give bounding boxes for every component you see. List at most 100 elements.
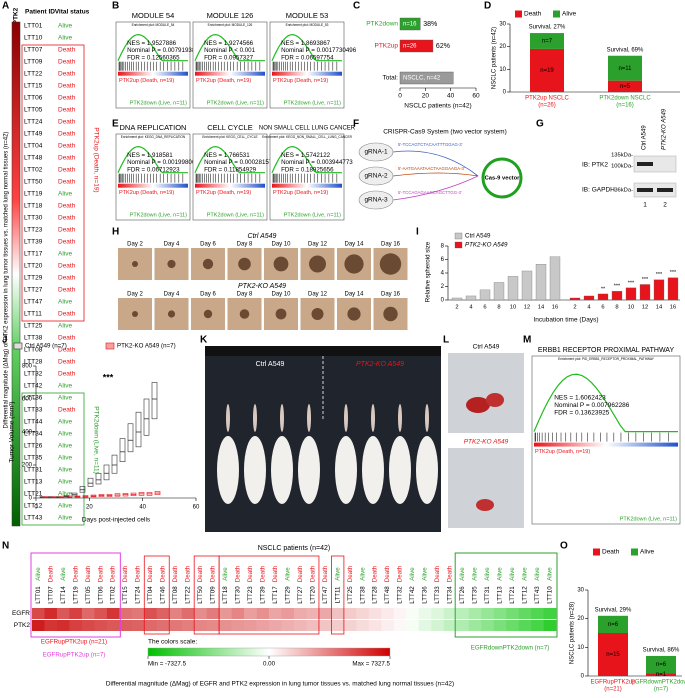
tick-label: 0 bbox=[503, 90, 507, 96]
heat-cell bbox=[518, 608, 532, 619]
tick-label: 0 bbox=[29, 496, 33, 502]
diagram-title: CRISPR-Cas9 System (two vector system) bbox=[383, 129, 507, 136]
vital-status: Alive bbox=[58, 323, 72, 330]
day-label: Day 16 bbox=[381, 242, 401, 248]
spheroid bbox=[238, 257, 251, 271]
significance: *** bbox=[642, 277, 649, 283]
heat-cell bbox=[231, 608, 245, 619]
heat-cell bbox=[468, 608, 482, 619]
scale-label: Max = 7327.5 bbox=[352, 661, 390, 668]
tick-label: 6 bbox=[483, 305, 486, 311]
heat-cell bbox=[32, 608, 45, 619]
box bbox=[87, 477, 94, 487]
patient-id: LTT11 bbox=[24, 311, 42, 318]
enrichment-curve bbox=[271, 146, 342, 174]
band bbox=[657, 188, 673, 192]
patient-id: LTT15 bbox=[24, 83, 43, 90]
patient-id: LTT13 bbox=[24, 479, 43, 486]
value-label: n=26 bbox=[403, 44, 417, 50]
heat-cell bbox=[456, 620, 469, 631]
value-label: n=16 bbox=[403, 22, 417, 28]
tick-label: 2 bbox=[455, 305, 458, 311]
blot bbox=[633, 155, 677, 173]
bar-segment bbox=[608, 55, 642, 81]
tick-label: 800 bbox=[22, 364, 33, 370]
vital-status: Death bbox=[322, 565, 329, 582]
day-label: Day 16 bbox=[381, 292, 401, 298]
rank-bar bbox=[118, 71, 188, 76]
patient-id: LTT24 bbox=[24, 119, 43, 126]
bar-segment bbox=[598, 633, 628, 676]
p-value: Nominal P = 0.007962286 bbox=[554, 402, 630, 409]
bar bbox=[399, 17, 421, 31]
vital-status: Alive bbox=[222, 567, 229, 581]
box bbox=[111, 454, 118, 474]
vital-status: Death bbox=[58, 227, 76, 234]
tick-label: 12 bbox=[524, 305, 530, 311]
mouse bbox=[298, 436, 320, 504]
vital-status: Alive bbox=[546, 567, 553, 581]
patient-id: LTT20 bbox=[24, 263, 43, 270]
day-label: Day 12 bbox=[308, 292, 328, 298]
heat-cell bbox=[69, 608, 83, 619]
enrichment-curve bbox=[194, 34, 265, 62]
patient-id: LTT48 bbox=[384, 586, 391, 604]
heat-cell bbox=[331, 620, 345, 631]
heat-cell bbox=[32, 620, 45, 631]
tick-label: 10 bbox=[510, 305, 516, 311]
band bbox=[637, 188, 653, 192]
axis-label: Days post-injected cells bbox=[82, 517, 151, 524]
group-label: PTK2down (Live, n=11) bbox=[284, 212, 341, 218]
category-label: EGFRupPTK2up bbox=[590, 680, 636, 686]
plot-subtitle: Enrichment plot: KEGG_DNA_REPLICATION bbox=[121, 135, 186, 139]
patient-id: LTT10 bbox=[24, 35, 43, 42]
value-label: NSCLC, n=42 bbox=[403, 76, 441, 82]
tick-label: 12 bbox=[642, 305, 648, 311]
significance: *** bbox=[670, 270, 677, 276]
heat-cell bbox=[431, 620, 445, 631]
plot-subtitle: Enrichment plot: MODULE_54 bbox=[132, 23, 175, 27]
sequence: 5'-AATGAAATAACTAAGGAAGA-3' bbox=[398, 166, 465, 171]
spheroid bbox=[309, 255, 326, 273]
significance: *** bbox=[628, 280, 635, 286]
survival-label: Survival, 69% bbox=[607, 47, 644, 53]
heat-cell bbox=[443, 620, 457, 631]
bar-segment bbox=[646, 673, 676, 676]
heat-cell bbox=[393, 620, 407, 631]
bar bbox=[597, 293, 609, 301]
heat-cell bbox=[256, 620, 270, 631]
tick-label: 40 bbox=[139, 505, 146, 511]
vital-status: Alive bbox=[58, 419, 72, 426]
vital-status: Death bbox=[58, 239, 76, 246]
survival-label: Survival, 86% bbox=[643, 648, 680, 654]
bar bbox=[399, 39, 434, 53]
blot-label: IB: PTK2 bbox=[582, 162, 608, 169]
heat-cell bbox=[81, 608, 95, 619]
mouse-tail bbox=[307, 404, 311, 432]
vital-status: Alive bbox=[58, 515, 72, 522]
mouse bbox=[416, 436, 438, 504]
vital-status: Death bbox=[110, 565, 117, 582]
fdr: FDR = 0.18925656 bbox=[281, 166, 334, 173]
vital-status: Alive bbox=[509, 567, 516, 581]
plot-frame bbox=[192, 133, 268, 221]
vital-status: Alive bbox=[359, 567, 366, 581]
heat-cell bbox=[543, 608, 557, 619]
legend-swatch bbox=[454, 241, 463, 249]
heat-cell bbox=[306, 608, 320, 619]
spheroid bbox=[132, 261, 138, 267]
heat-cell bbox=[106, 608, 120, 619]
fdr: FDR = 0.11854929 bbox=[204, 166, 257, 173]
legend-swatch bbox=[553, 10, 560, 18]
vital-status: Death bbox=[135, 565, 142, 582]
patient-id: LTT12 bbox=[24, 503, 43, 510]
plot-title: MODULE 126 bbox=[207, 11, 254, 20]
box bbox=[95, 472, 102, 485]
tick-label: 60 bbox=[472, 93, 480, 100]
spheroid bbox=[273, 256, 289, 272]
mouse bbox=[217, 436, 239, 504]
heat-cell bbox=[244, 620, 257, 631]
heat-cell bbox=[531, 608, 544, 619]
spheroid bbox=[347, 307, 361, 321]
